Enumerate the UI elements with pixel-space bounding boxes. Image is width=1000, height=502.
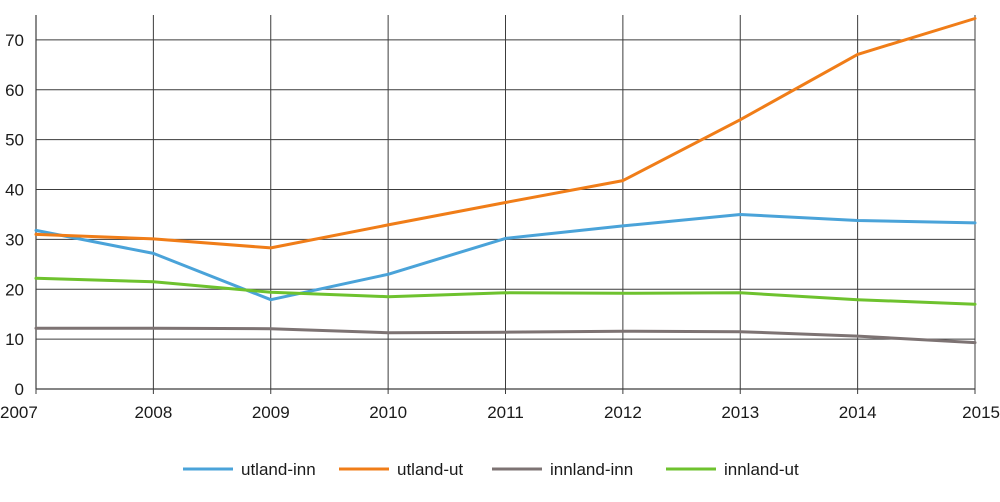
y-tick-label: 30 xyxy=(5,230,24,249)
x-tick-label: 2010 xyxy=(369,403,407,422)
x-tick-label: 2015 xyxy=(962,403,1000,422)
x-tick-label: 2012 xyxy=(604,403,642,422)
y-tick-label: 0 xyxy=(15,380,24,399)
x-tick-label: 2014 xyxy=(839,403,877,422)
y-tick-label: 50 xyxy=(5,131,24,150)
legend-label-utland-ut: utland-ut xyxy=(397,460,463,479)
legend: utland-inn utland-ut innland-inn innland-ut xyxy=(183,460,799,479)
axes xyxy=(35,15,976,394)
series-line-innland-inn xyxy=(34,326,977,345)
x-tick-label: 2013 xyxy=(721,403,759,422)
legend-label-utland-inn: utland-inn xyxy=(241,460,316,479)
y-tick-label: 40 xyxy=(5,181,24,200)
gridlines xyxy=(36,15,976,389)
y-tick-label: 70 xyxy=(5,31,24,50)
series-line-innland-ut xyxy=(34,276,977,306)
series-lines xyxy=(34,17,977,345)
y-tick-label: 60 xyxy=(5,81,24,100)
x-tick-label: 2011 xyxy=(487,403,524,422)
legend-label-innland-inn: innland-inn xyxy=(550,460,633,479)
x-tick-label: 2008 xyxy=(134,403,172,422)
x-tick-label: 2007 xyxy=(0,403,38,422)
series-line-utland-ut xyxy=(34,17,977,250)
tick-labels: 0 10 20 30 40 50 60 70 2007 2008 2009 2010 2011 2012 2… xyxy=(0,31,1000,422)
y-tick-label: 10 xyxy=(5,330,24,349)
legend-label-innland-ut: innland-ut xyxy=(724,460,799,479)
x-tick-label: 2009 xyxy=(252,403,290,422)
series-line-utland-inn xyxy=(34,213,977,302)
y-tick-label: 20 xyxy=(5,280,24,299)
